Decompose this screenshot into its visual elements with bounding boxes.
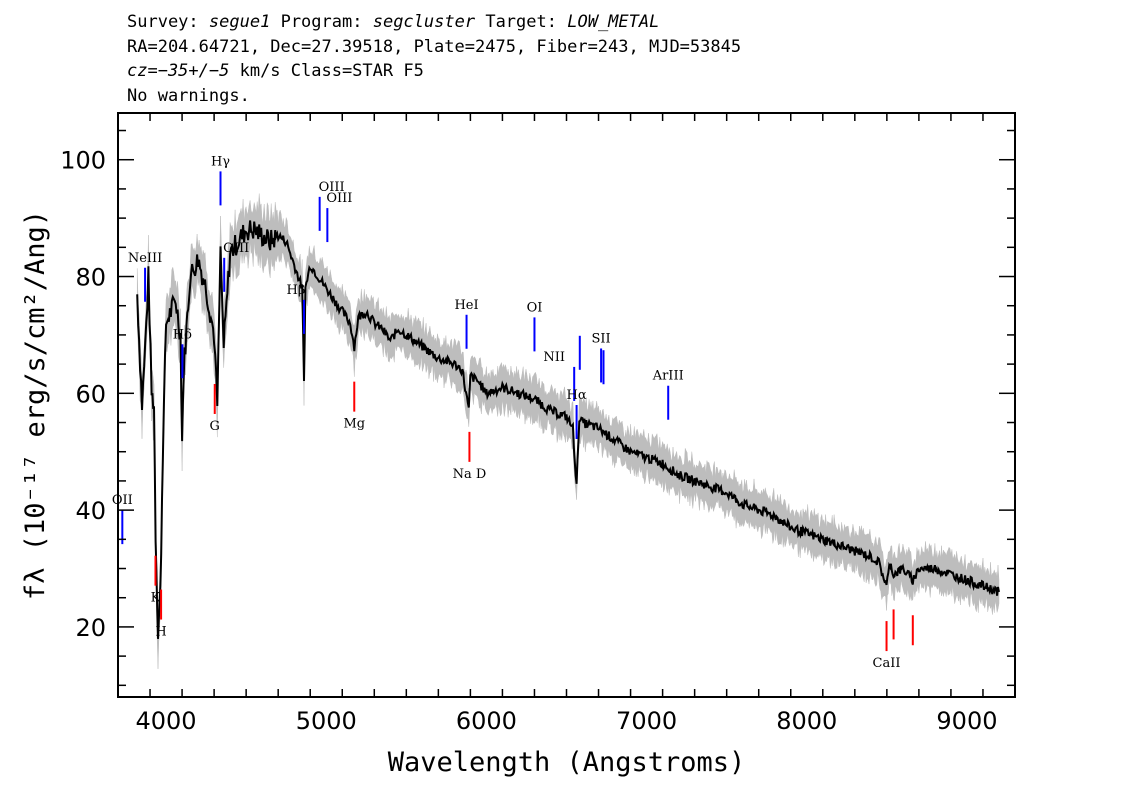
y-tick-label: 20 [75,614,106,642]
emission-label: Hβ [287,283,306,298]
x-tick-label: 6000 [456,707,517,735]
axis-tick-layer: 4000 5000 6000 7000 8000 9000 20 40 60 80 100 [60,113,1016,735]
error-band-layer [136,193,1000,669]
y-tick-label: 80 [75,264,106,292]
emission-label: OIII [326,191,352,206]
program-value: segcluster [372,12,476,32]
error-band [136,193,1000,669]
absorption-label: K [151,591,161,606]
emission-label: SII [592,331,611,346]
emission-label: HeI [454,298,478,313]
header-line-coords: RA=204.64721, Dec=27.39518, Plate=2475, … [127,36,742,57]
redshift-value: cz=−35+/−5 [127,61,230,81]
absorption-label: CaII [873,656,901,671]
x-axis-label: Wavelength (Angstroms) [388,747,746,778]
y-axis-label: fλ (10⁻¹⁷ erg/s/cm²/Ang) [20,210,51,600]
emission-label: Hδ [173,327,192,342]
absorption-label: Mg [343,417,365,432]
flux-line [136,220,1000,639]
survey-value: segue1 [208,12,271,32]
x-tick-label: 4000 [136,707,197,735]
absorption-label: G [210,419,220,434]
spectrum-header: Survey: segue1 Program: segcluster Targe… [127,10,741,108]
emission-label: NeIII [128,251,162,266]
y-tick-label: 60 [75,380,106,408]
x-tick-label: 7000 [616,707,677,735]
flux-line-layer [136,220,1000,639]
class-text: km/s Class=STAR F5 [229,61,424,81]
emission-label: OII [112,493,133,508]
x-tick-label: 9000 [936,707,997,735]
absorption-label: H [155,625,166,640]
emission-label: Hα [567,388,587,403]
target-value: LOW_METAL [567,12,660,32]
y-tick-label: 40 [75,497,106,525]
target-label: Target: [485,12,557,32]
header-line-warnings: No warnings. [127,85,250,106]
header-line-redshift: cz=−35+/−5 km/s Class=STAR F5 [127,59,741,84]
survey-label: Survey: [127,12,199,32]
absorption-label: Na D [453,467,487,482]
emission-label: OIII [223,241,249,256]
emission-label: Hγ [211,154,230,169]
emission-label: NII [543,350,565,365]
y-tick-label: 100 [60,147,106,175]
x-tick-label: 5000 [296,707,357,735]
emission-label: OIII [319,180,345,195]
program-label: Program: [280,12,363,32]
header-line-survey: Survey: segue1 Program: segcluster Targe… [127,10,741,35]
emission-label: ArIII [652,369,684,384]
emission-label: OI [527,300,543,315]
x-tick-label: 8000 [776,707,837,735]
